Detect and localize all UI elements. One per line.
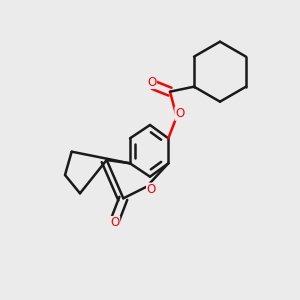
Text: O: O	[110, 217, 120, 230]
Text: O: O	[146, 183, 156, 196]
Text: O: O	[175, 107, 184, 120]
Text: O: O	[147, 76, 157, 88]
